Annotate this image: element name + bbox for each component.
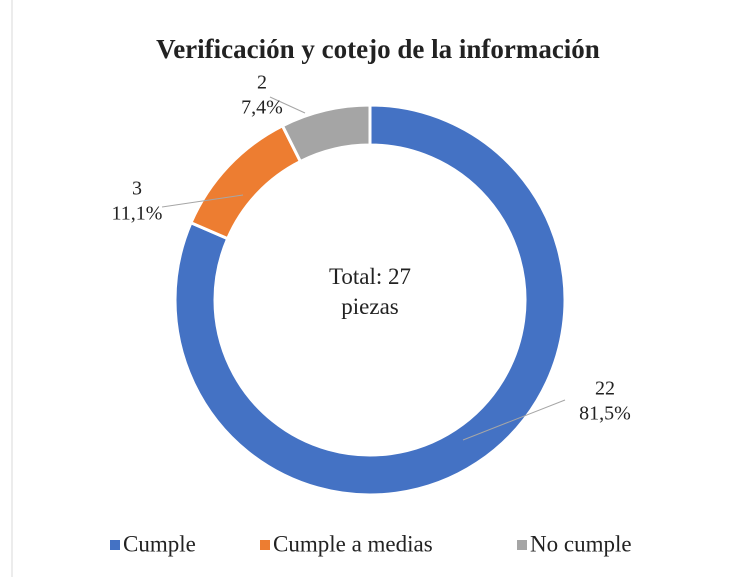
percentage-label: 11,1% (112, 203, 163, 225)
legend-label: Cumple (123, 531, 196, 556)
legend-swatch (517, 540, 527, 550)
donut-segment (173, 103, 567, 497)
leader-line (269, 96, 306, 114)
legend-label: No cumple (530, 531, 632, 556)
legend-swatch (260, 540, 270, 550)
chart-title: Verificación y cotejo de la información (156, 34, 600, 64)
percentage-label: 81,5% (579, 403, 631, 425)
donut-segment (188, 123, 303, 241)
center-annotation: Total: 27 piezas (328, 264, 412, 319)
leader-line (462, 399, 566, 441)
data-label: 2 (257, 72, 267, 94)
donut-segment (280, 103, 372, 164)
data-label: 22 (595, 378, 615, 400)
percentage-label: 7,4% (241, 97, 283, 119)
legend-swatch (110, 540, 120, 550)
data-label: 3 (132, 178, 142, 200)
leader-line (161, 194, 244, 208)
legend-label: Cumple a medias (273, 531, 433, 556)
